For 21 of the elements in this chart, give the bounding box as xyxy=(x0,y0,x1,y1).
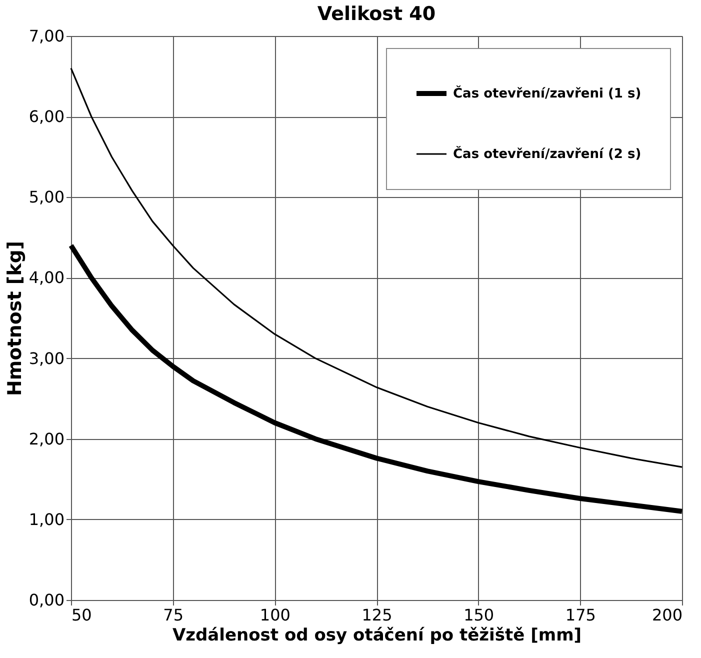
legend-label: Čas otevření/zavřeni (1 s) xyxy=(453,84,642,102)
x-tick-label: 150 xyxy=(464,606,494,624)
x-tick-label: 50 xyxy=(72,606,92,624)
y-axis-title: Hmotnost [kg] xyxy=(4,240,26,396)
x-tick-label: 125 xyxy=(362,606,392,624)
line-series xyxy=(70,67,683,468)
x-tick-label: 200 xyxy=(652,606,682,624)
y-tick-label: 7,00 xyxy=(28,26,64,46)
x-tick-label: 175 xyxy=(565,606,596,624)
y-tick-label: 0,00 xyxy=(28,590,64,610)
y-tick-label: 2,00 xyxy=(28,429,64,448)
x-axis-title: Vzdálenost od osy otáčení po těžiště [mm] xyxy=(172,626,582,646)
y-tick-label: 5,00 xyxy=(28,188,64,207)
y-tick-label: 4,00 xyxy=(28,268,64,288)
x-tick-label: 75 xyxy=(163,606,184,624)
y-tick-label: 3,00 xyxy=(28,348,64,368)
legend-label: Čas otevření/zavření (2 s) xyxy=(453,145,642,162)
chart-title: Velikost 40 xyxy=(317,3,436,25)
y-tick-label: 6,00 xyxy=(28,107,64,126)
x-tick-label: 100 xyxy=(260,606,290,624)
y-tick-label: 1,00 xyxy=(28,510,64,529)
